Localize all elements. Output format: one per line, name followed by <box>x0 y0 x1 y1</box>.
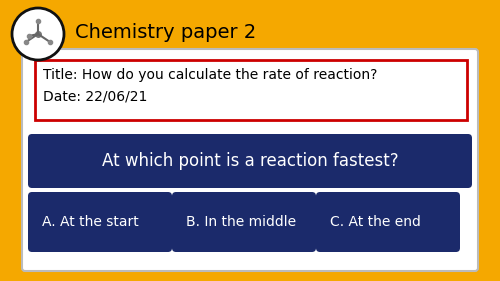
FancyBboxPatch shape <box>28 192 172 252</box>
Text: Chemistry paper 2: Chemistry paper 2 <box>75 22 256 42</box>
Text: At which point is a reaction fastest?: At which point is a reaction fastest? <box>102 152 399 170</box>
FancyBboxPatch shape <box>28 134 472 188</box>
Text: C. At the end: C. At the end <box>330 215 421 229</box>
Text: A. At the start: A. At the start <box>42 215 139 229</box>
FancyBboxPatch shape <box>316 192 460 252</box>
FancyBboxPatch shape <box>22 49 478 271</box>
Text: B. In the middle: B. In the middle <box>186 215 296 229</box>
Text: Title: How do you calculate the rate of reaction?
Date: 22/06/21: Title: How do you calculate the rate of … <box>43 68 378 104</box>
Circle shape <box>12 8 64 60</box>
FancyBboxPatch shape <box>35 60 467 120</box>
FancyBboxPatch shape <box>172 192 316 252</box>
